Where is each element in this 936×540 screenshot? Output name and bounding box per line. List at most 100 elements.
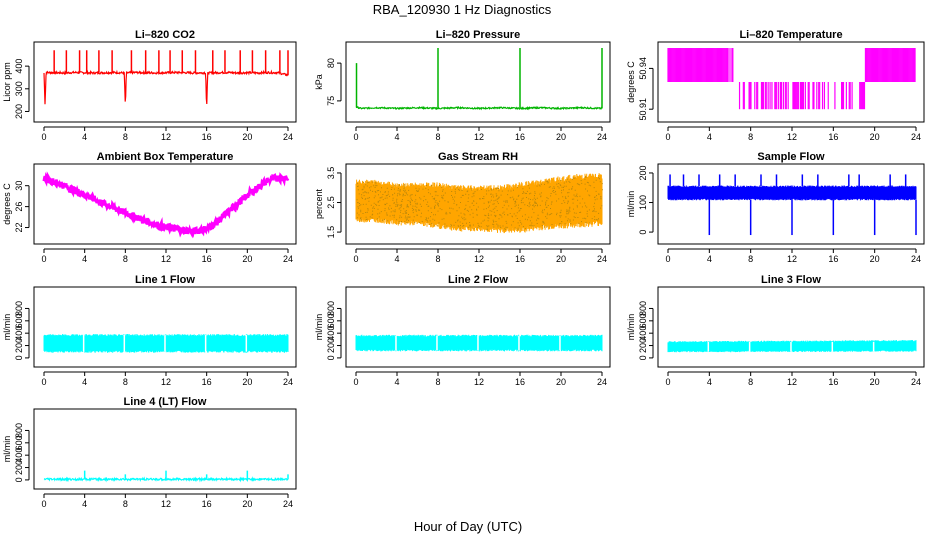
x-tick-label: 16 [515,377,525,387]
panel-4: Ambient Box Temperature degrees C 0 4 8 12 16 2… [2,151,297,264]
y-tick-label: 0 [638,355,648,360]
panel-title: Sample Flow [757,151,825,163]
x-tick-label: 16 [202,499,212,509]
x-tick-label: 24 [283,499,293,509]
panel-5: Gas Stream RH percent 0 4 8 12 16 20 24 1.5 2.5 3.5 [314,151,611,264]
y-tick-label: 800 [638,301,648,316]
x-tick-label: 8 [123,254,128,264]
y-axis-label: percent [314,188,324,219]
x-tick-label: 12 [161,132,171,142]
x-tick-label: 0 [41,499,46,509]
panel-title: Line 4 (LT) Flow [124,396,207,408]
y-tick-label: 400 [326,326,336,341]
series-line [43,69,289,105]
x-tick-label: 12 [474,377,484,387]
x-tick-label: 20 [870,377,880,387]
y-axis-label: ml/min [2,314,12,341]
x-tick-label: 4 [394,132,399,142]
y-axis-label: ml/min [2,436,12,463]
panel-title: Ambient Box Temperature [97,151,234,163]
y-tick-label: 2.5 [326,196,336,209]
x-tick-label: 8 [748,132,753,142]
x-tick-label: 24 [597,254,607,264]
x-tick-label: 24 [597,132,607,142]
panel-title: Line 1 Flow [135,274,195,286]
data-layer [43,50,289,105]
panel-title: Line 2 Flow [448,274,508,286]
y-tick-label: 75 [326,96,336,106]
x-tick-label: 8 [123,132,128,142]
plot-frame [345,286,611,368]
x-tick-label: 4 [82,499,87,509]
x-tick-label: 20 [870,254,880,264]
x-tick-label: 16 [515,254,525,264]
panel-8: Line 2 Flow ml/min 0 4 8 12 16 20 24 0 20040060080… [314,274,611,387]
x-tick-label: 4 [82,377,87,387]
series-line [355,105,603,111]
y-tick-label: 0 [14,477,24,482]
y-tick-label: 200 [638,165,648,180]
x-tick-label: 20 [242,499,252,509]
x-tick-label: 4 [707,132,712,142]
x-tick-label: 8 [748,254,753,264]
y-axis-label: degrees C [626,61,636,103]
y-axis-label: ml/min [626,314,636,341]
panel-2: Li–820 Pressure kPa 0 4 8 12 16 20 24 75 80 [314,29,611,142]
x-tick-label: 20 [870,132,880,142]
x-tick-label: 4 [394,377,399,387]
plot-frame [345,41,611,123]
x-tick-label: 16 [828,132,838,142]
panel-title: Line 3 Flow [761,274,821,286]
plot-frame [33,41,297,123]
data-layer [355,48,603,111]
x-tick-label: 0 [41,254,46,264]
data-layer [355,173,603,234]
y-tick-label: 26 [14,202,24,212]
x-tick-label: 8 [748,377,753,387]
panel-6: Sample Flow ml/min 0 4 8 12 16 20 24 0 100 200 [626,151,925,264]
x-tick-label: 12 [161,254,171,264]
y-tick-label: 200 [14,460,24,475]
plot-frame [657,41,925,123]
x-tick-label: 16 [828,254,838,264]
x-tick-label: 0 [353,254,358,264]
x-tick-label: 24 [283,254,293,264]
x-tick-label: 8 [435,377,440,387]
y-axis-label: kPa [314,74,324,90]
y-tick-label: 0 [326,355,336,360]
x-tick-label: 0 [665,377,670,387]
plot-frame [345,163,611,245]
y-tick-label: 400 [14,59,24,74]
x-tick-label: 0 [41,377,46,387]
x-tick-label: 4 [707,377,712,387]
y-tick-label: 800 [14,301,24,316]
data-layer [667,340,917,353]
series-band [43,334,289,353]
panel-9: Line 3 Flow ml/min 0 4 8 12 16 20 24 0 20040060080… [626,274,925,387]
y-tick-label: 1.5 [326,226,336,239]
x-tick-label: 24 [911,254,921,264]
plot-frame [33,163,297,245]
x-tick-label: 20 [556,254,566,264]
x-tick-label: 20 [242,132,252,142]
data-layer [43,470,289,483]
y-tick-label: 100 [638,195,648,210]
y-tick-label: 200 [14,104,24,119]
y-axis-label: ml/min [314,314,324,341]
x-tick-label: 24 [283,377,293,387]
series-band [667,185,917,201]
x-tick-label: 0 [665,132,670,142]
y-tick-label: 400 [638,326,648,341]
y-tick-label: 30 [14,181,24,191]
y-tick-label: 600 [638,313,648,328]
panel-title: Li–820 Pressure [436,29,520,41]
x-tick-label: 12 [161,377,171,387]
x-tick-label: 16 [202,254,212,264]
y-tick-label: 600 [326,313,336,328]
y-tick-label: 400 [14,448,24,463]
x-tick-label: 12 [787,254,797,264]
panel-7: Line 1 Flow ml/min 0 4 8 12 16 20 24 0 20040060080… [2,274,297,387]
y-axis-label: ml/min [626,191,636,218]
